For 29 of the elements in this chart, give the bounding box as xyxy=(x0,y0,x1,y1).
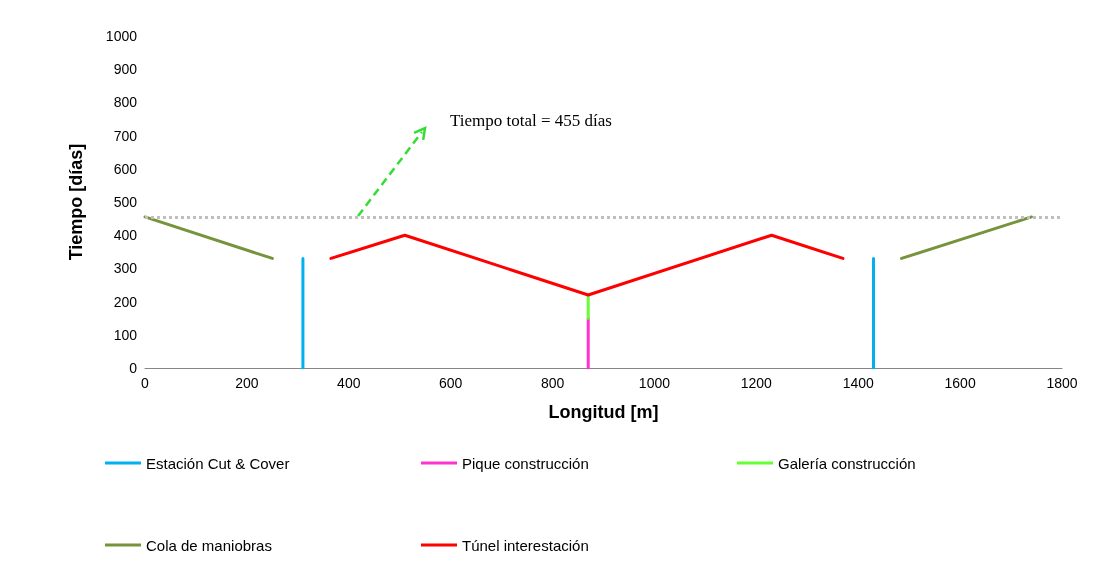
y-tick-label: 800 xyxy=(113,94,138,111)
x-tick-label: 1200 xyxy=(740,375,773,391)
legend-label: Galería construcción xyxy=(778,454,916,472)
y-tick-label: 200 xyxy=(113,293,138,310)
annotation: Tiempo total = 455 días xyxy=(450,110,612,130)
y-tick-label: 400 xyxy=(113,227,138,244)
x-tick-label: 600 xyxy=(438,375,463,391)
x-tick-label: 1800 xyxy=(1046,375,1078,391)
y-tick-label: 500 xyxy=(113,194,138,210)
x-tick-label: 0 xyxy=(141,375,150,391)
y-tick-label: 100 xyxy=(113,326,138,343)
x-tick-label: 400 xyxy=(337,375,361,391)
x-tick-label: 1600 xyxy=(944,375,976,391)
legend-label: Túnel interestación xyxy=(462,536,589,554)
legend-label: Estación Cut & Cover xyxy=(146,454,290,472)
x-tick-label: 1400 xyxy=(842,375,874,391)
y-axis-title: Tiempo [días] xyxy=(66,143,86,261)
y-tick-label: 1000 xyxy=(105,28,138,44)
y-tick-label: 900 xyxy=(113,61,138,78)
x-axis-title: Longitud [m] xyxy=(548,402,659,422)
x-tick-label: 800 xyxy=(540,375,565,391)
y-tick-label: 0 xyxy=(129,360,138,376)
legend-label: Pique construcción xyxy=(462,454,589,472)
y-tick-label: 700 xyxy=(113,127,138,144)
legend-label: Cola de maniobras xyxy=(146,536,272,554)
x-tick-label: 1000 xyxy=(638,375,671,391)
x-tick-label: 200 xyxy=(235,375,259,391)
y-tick-label: 300 xyxy=(113,260,138,277)
y-tick-label: 600 xyxy=(113,160,138,177)
